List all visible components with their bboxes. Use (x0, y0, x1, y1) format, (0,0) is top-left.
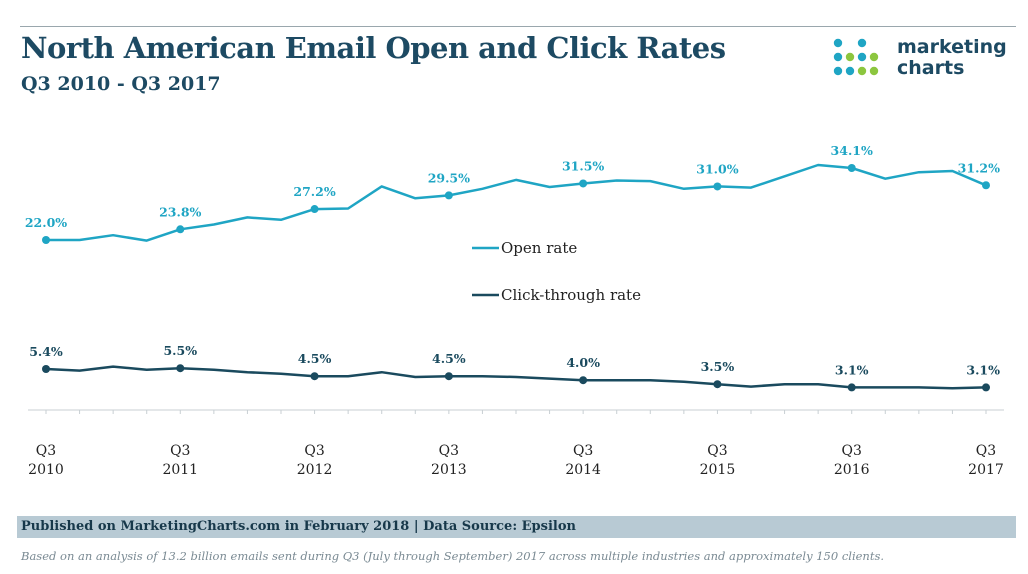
top-rule (20, 26, 1016, 27)
x-tick-label: Q3 2012 (297, 443, 333, 478)
logo-dot (857, 52, 867, 62)
published-source: Published on MarketingCharts.com in Febr… (21, 519, 576, 534)
click-through-rate-data-label: 5.5% (163, 343, 197, 358)
x-axis: Q3 2010 Q3 2011 Q3 2012 Q3 2013 Q3 2014 Q3 2015 Q3 20… (28, 409, 1004, 478)
click-through-rate-point (579, 376, 588, 385)
legend-label: Click-through rate (501, 286, 641, 304)
click-through-rate-data-label: 4.5% (298, 351, 332, 366)
click-through-rate-point (847, 383, 856, 392)
open-rate-data-label: 23.8% (159, 204, 201, 219)
x-tick-label: Q3 2015 (700, 443, 736, 478)
footnote: Based on an analysis of 13.2 billion ema… (21, 549, 885, 563)
click-through-rate-point (42, 365, 50, 373)
click-through-rate-point (982, 383, 990, 392)
logo-line-1: marketing (897, 36, 1007, 58)
open-rate-point (310, 205, 319, 214)
click-through-rate-point (310, 372, 319, 381)
click-through-rate-point (444, 372, 453, 381)
open-rate-point (42, 236, 50, 244)
legend: Open rate Click-through rate (472, 239, 641, 304)
line-chart: Q3 2010 Q3 2011 Q3 2012 Q3 2013 Q3 2014 Q3 2015 Q3 20… (25, 143, 1004, 478)
logo-dot (833, 66, 843, 76)
chart-subtitle: Q3 2010 - Q3 2017 (21, 73, 221, 95)
click-through-rate-point (176, 364, 185, 373)
chart-title: North American Email Open and Click Rate… (21, 31, 726, 65)
open-rate-data-label: 31.5% (562, 158, 604, 173)
logo-dot (833, 38, 843, 48)
logo-dot (857, 38, 867, 48)
logo-dots-icon (833, 38, 879, 76)
click-through-rate-line (45, 365, 987, 390)
open-rate-point (847, 164, 856, 172)
click-through-rate-data-label: 4.5% (432, 351, 466, 366)
logo-dot (857, 66, 867, 76)
open-rate-data-label: 27.2% (293, 184, 335, 199)
footer-bar: Published on MarketingCharts.com in Febr… (17, 516, 1016, 538)
click-through-rate-data-label: 4.0% (566, 355, 600, 370)
series-layer: 22.0% 23.8% 27.2% 29.5% 31.5% 31.0% 34.1% 31.2%… (25, 143, 1000, 392)
click-through-rate-point (713, 380, 722, 389)
x-tick-label: Q3 2016 (834, 443, 870, 478)
logo-dot (845, 66, 855, 76)
click-through-rate-data-label: 3.5% (701, 359, 735, 374)
click-through-rate-data-label: 5.4% (29, 344, 63, 359)
open-rate-line (46, 163, 987, 242)
legend-label: Open rate (501, 239, 577, 257)
x-tick-label: Q3 2017 (968, 443, 1004, 478)
open-rate-data-label: 31.0% (696, 161, 738, 176)
logo-dot (845, 52, 855, 62)
open-rate-point (176, 225, 185, 234)
open-rate-data-label: 34.1% (831, 143, 873, 158)
logo-dot (833, 52, 843, 62)
logo-dot (869, 52, 879, 62)
x-tick-label: Q3 2010 (28, 443, 64, 478)
x-tick-label: Q3 2013 (431, 443, 467, 478)
open-rate-point (444, 191, 453, 200)
marketingcharts-logo: marketing charts (833, 37, 1018, 84)
logo-line-2: charts (897, 57, 965, 79)
logo-dot (869, 66, 879, 76)
open-rate-data-label: 31.2% (958, 160, 1000, 175)
open-rate-point (982, 181, 990, 190)
x-tick-label: Q3 2014 (565, 443, 601, 478)
open-rate-point (579, 179, 588, 188)
open-rate-point (713, 182, 722, 191)
open-rate-data-label: 22.0% (25, 215, 67, 230)
click-through-rate-data-label: 3.1% (835, 362, 869, 377)
click-through-rate-data-label: 3.1% (966, 362, 1000, 377)
logo-text: marketing charts (897, 37, 1007, 79)
x-tick-label: Q3 2011 (162, 443, 198, 478)
open-rate-data-label: 29.5% (428, 170, 470, 185)
